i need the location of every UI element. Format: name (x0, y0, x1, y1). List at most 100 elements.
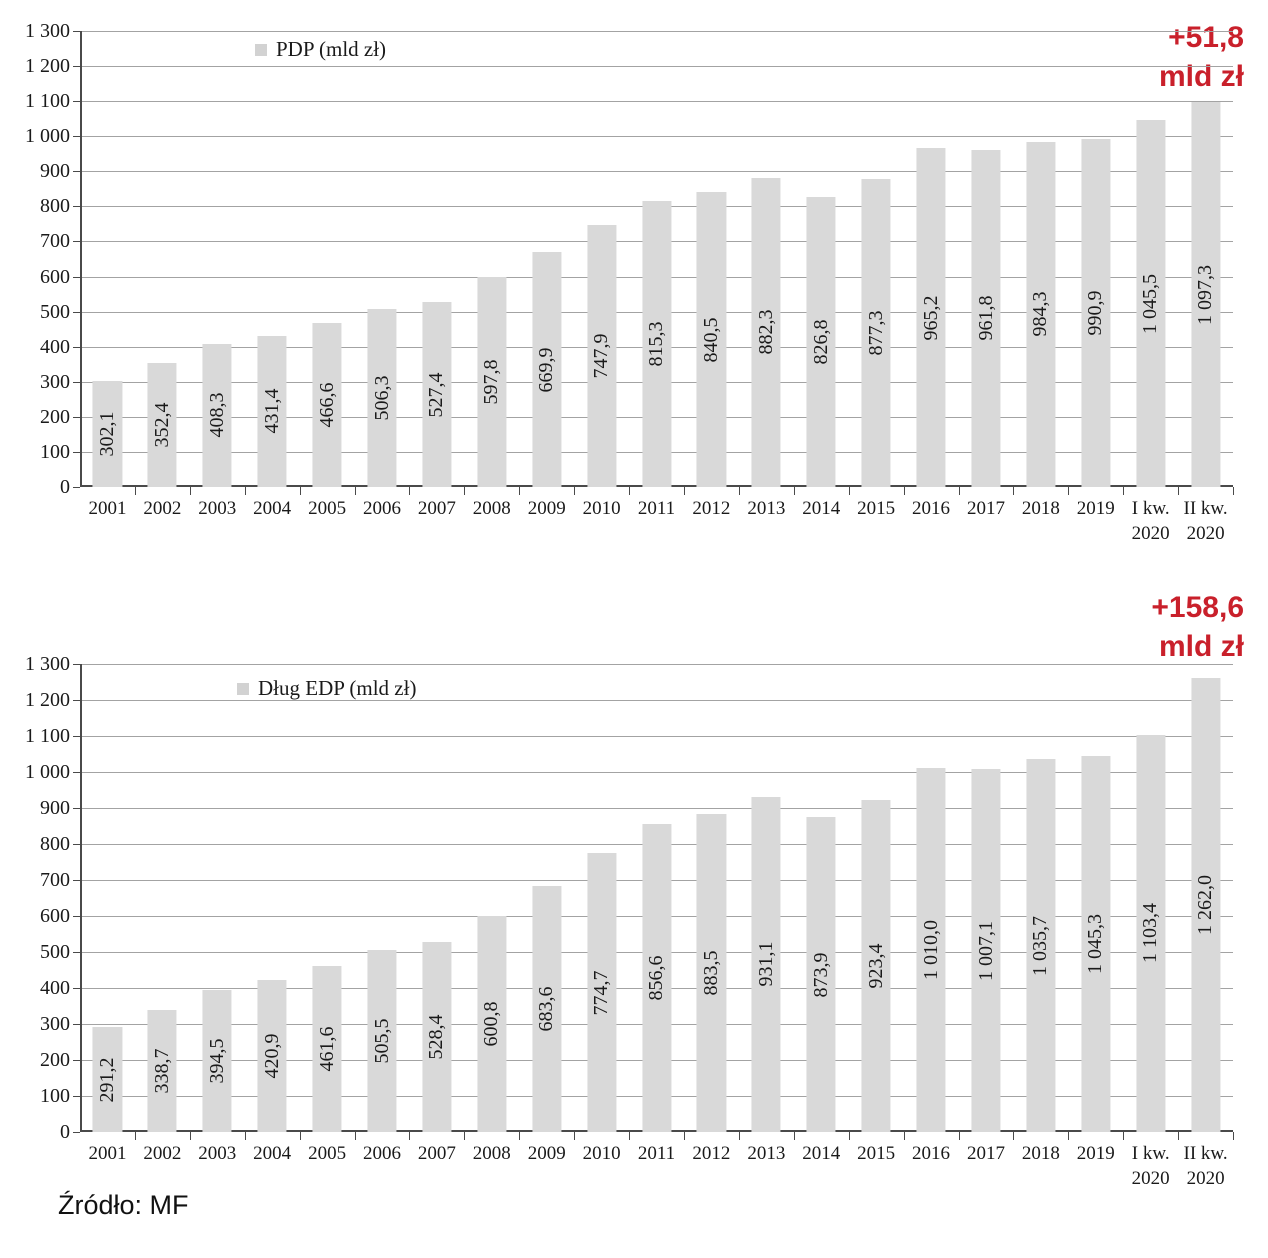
category-slot: 1 045,5 I kw. 2020 (1123, 31, 1180, 544)
category-slot: 420,9 2004 (245, 664, 301, 1164)
bar-value-label: 1 262,0 (1194, 874, 1217, 935)
y-axis-line (80, 664, 82, 1132)
category-slot: 923,4 2015 (849, 664, 905, 1164)
x-axis-category-label: 2014 (802, 498, 841, 519)
y-axis-tick-label: 900 (40, 797, 70, 819)
bar-value-label: 461,6 (315, 1026, 338, 1072)
x-axis-category-label: II kw. 2020 (1183, 498, 1228, 544)
bar-value-label: 597,8 (480, 359, 503, 405)
x-axis-tick (409, 487, 411, 495)
gridline (80, 808, 1233, 809)
x-axis-tick (519, 487, 521, 495)
bar: 1 262,0 (1191, 677, 1221, 1132)
x-axis-category-label: 2004 (253, 1143, 292, 1164)
y-axis-tick-label: 600 (40, 905, 70, 927)
bar: 528,4 (422, 941, 452, 1132)
x-axis-category-label: 2007 (417, 1143, 456, 1164)
bar-value-label: 747,9 (590, 333, 613, 379)
y-axis-tick-label: 1 200 (25, 689, 70, 711)
x-axis-category-label: II kw. 2020 (1183, 1143, 1228, 1189)
plot-area: 1 300 1 200 1 100 1 000 900 800 700 600 500 400 30… (25, 653, 1235, 1189)
category-slot: 747,9 2010 (574, 31, 631, 519)
category-slot: 408,3 2003 (190, 31, 246, 519)
bar-value-label: 1 035,7 (1029, 915, 1052, 976)
bar: 923,4 (861, 799, 891, 1132)
y-axis-tick-label: 1 100 (25, 725, 70, 747)
category-slot: 528,4 2007 (409, 664, 466, 1164)
bar: 883,5 (696, 813, 726, 1132)
y-axis-tick (73, 808, 80, 809)
category-slot: 1 097,3 II kw. 2020 (1178, 31, 1235, 544)
x-axis-category-label: 2006 (362, 1143, 401, 1164)
category-slot: 965,2 2016 (904, 31, 960, 519)
x-axis-category-label: 2001 (88, 498, 127, 519)
y-axis-tick (73, 880, 80, 881)
x-axis-tick (1233, 1132, 1235, 1140)
bar-value-label: 774,7 (590, 970, 613, 1016)
bar: 394,5 (202, 989, 232, 1132)
category-slot: 683,6 2009 (519, 664, 576, 1164)
x-axis-tick (409, 1132, 411, 1140)
x-axis-category-label: 2002 (143, 1143, 182, 1164)
y-axis-tick (73, 206, 80, 208)
y-axis-tick-label: 1 300 (25, 20, 70, 42)
bar-value-label: 840,5 (699, 317, 722, 363)
bar: 431,4 (257, 335, 287, 487)
x-axis-category-label: 2011 (637, 1143, 676, 1164)
bar: 1 045,5 (1136, 120, 1166, 487)
annotation-pdp-delta: +51,8 mld zł (1159, 18, 1244, 96)
y-axis-tick-label: 0 (60, 1121, 70, 1143)
bar-value-label: 882,3 (754, 309, 777, 355)
x-axis-tick (793, 1132, 795, 1140)
y-axis-tick-label: 800 (40, 833, 70, 855)
bar-value-label: 683,6 (535, 986, 558, 1032)
x-axis-category-label: 2005 (308, 1143, 347, 1164)
x-axis-tick (958, 1132, 960, 1140)
bar-value-label: 420,9 (260, 1033, 283, 1079)
x-axis-tick (738, 487, 740, 495)
legend-swatch (237, 682, 249, 695)
y-axis-tick-label: 1 000 (25, 761, 70, 783)
x-axis-category-label: 2005 (308, 498, 347, 519)
x-axis-category-label: 2009 (527, 1143, 566, 1164)
y-axis-tick (73, 31, 80, 32)
y-axis-tick (73, 916, 80, 917)
y-axis-tick-label: 200 (40, 1049, 70, 1071)
category-slot: 1 010,0 2016 (904, 664, 960, 1164)
category-slot: 882,3 2013 (739, 31, 795, 519)
bar: 352,4 (147, 363, 177, 487)
category-slot: 291,2 2001 (80, 664, 136, 1164)
gridline (80, 171, 1233, 173)
bar-value-label: 394,5 (205, 1038, 228, 1084)
y-axis-tick-label: 700 (40, 869, 70, 891)
y-axis-tick-label: 300 (40, 370, 70, 393)
category-slot: 302,1 2001 (80, 31, 136, 519)
x-axis-category-label: 2014 (802, 1143, 841, 1164)
bar-value-label: 877,3 (864, 310, 887, 356)
x-axis-category-label: I kw. 2020 (1131, 1143, 1170, 1189)
y-axis-tick-label: 200 (40, 405, 70, 428)
y-axis-tick (73, 664, 80, 665)
bar-value-label: 856,6 (645, 955, 668, 1001)
x-axis-category-label: 2013 (747, 498, 786, 519)
bar: 597,8 (477, 277, 507, 487)
category-slot: 856,6 2011 (629, 664, 685, 1164)
y-axis-tick-label: 500 (40, 941, 70, 963)
bar: 302,1 (92, 381, 122, 487)
category-slot: 1 103,4 I kw. 2020 (1123, 664, 1180, 1189)
y-axis-tick (73, 988, 80, 989)
x-axis-category-label: I kw. 2020 (1131, 498, 1170, 544)
x-axis-tick (574, 487, 576, 495)
bar: 506,3 (367, 309, 397, 487)
bar-value-label: 826,8 (809, 319, 832, 365)
category-slot: 338,7 2002 (135, 664, 191, 1164)
x-axis-tick (189, 1132, 191, 1140)
x-axis-category-label: 2012 (692, 1143, 731, 1164)
y-axis-tick (73, 772, 80, 773)
x-axis-tick (464, 1132, 466, 1140)
x-axis-tick (903, 487, 905, 495)
bar: 1 007,1 (971, 769, 1001, 1132)
annotation-edp-delta-value: +158,6 (1151, 591, 1244, 624)
bar: 338,7 (147, 1010, 177, 1132)
